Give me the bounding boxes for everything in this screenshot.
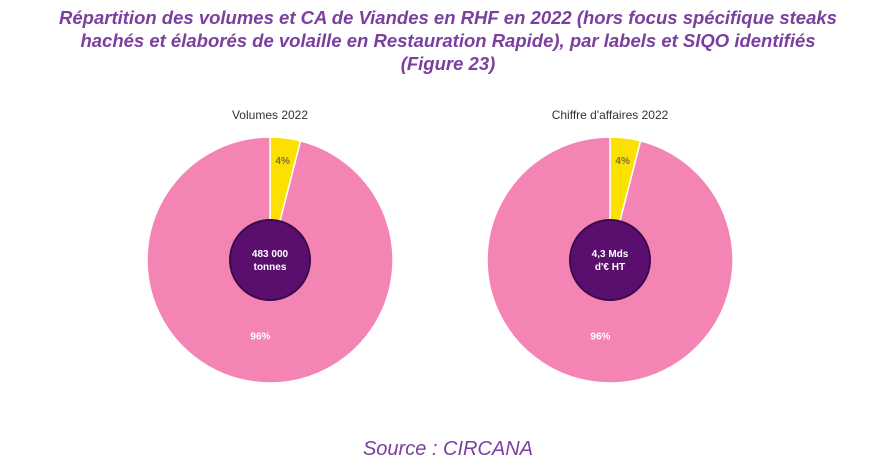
center-label: 483 000 bbox=[252, 249, 289, 260]
pie-chart-revenue: Chiffre d'affaires 2022 4% 96% 4,3 Mds d'€ H… bbox=[460, 100, 760, 400]
center-label: tonnes bbox=[254, 262, 287, 273]
center-label: d'€ HT bbox=[595, 262, 625, 273]
center-label: 4,3 Mds bbox=[592, 249, 629, 260]
slice-label: 96% bbox=[250, 332, 270, 343]
source-note: Source : CIRCANA bbox=[362, 438, 534, 460]
pie-title: Chiffre d'affaires 2022 bbox=[552, 108, 669, 122]
pie-title: Volumes 2022 bbox=[232, 108, 308, 122]
title-line-3: (Figure 23) bbox=[400, 53, 496, 74]
title-line-1: Répartition des volumes et CA de Viandes… bbox=[59, 7, 837, 28]
slice-label: 4% bbox=[615, 156, 630, 167]
pie-svg: Volumes 2022 4% 96% 483 000 tonnes bbox=[146, 108, 394, 384]
center-circle bbox=[229, 219, 311, 301]
chart-title-block: Répartition des volumes et CA de Viandes… bbox=[0, 6, 896, 75]
center-circle bbox=[569, 219, 651, 301]
title-line-2: hachés et élaborés de volaille en Restau… bbox=[80, 30, 816, 51]
pie-svg: Chiffre d'affaires 2022 4% 96% 4,3 Mds d'€ H… bbox=[486, 108, 734, 384]
slice-label: 96% bbox=[590, 332, 610, 343]
pie-chart-volumes: Volumes 2022 4% 96% 483 000 tonnes bbox=[120, 100, 420, 400]
slice-label: 4% bbox=[275, 156, 290, 167]
